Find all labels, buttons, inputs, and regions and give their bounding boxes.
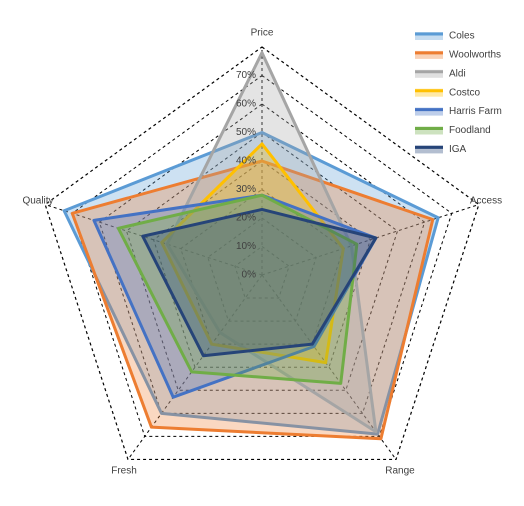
- radar-area: [92, 193, 378, 399]
- grid-ring: [234, 245, 290, 299]
- r-tick-label: 0%: [242, 270, 257, 281]
- r-tick-label: 30%: [236, 184, 256, 195]
- legend-swatch: [415, 50, 443, 59]
- legend-swatch: [415, 145, 443, 154]
- spoke: [127, 274, 263, 460]
- axis-category-label: Price: [251, 28, 274, 39]
- axis-category-label: Quality: [22, 196, 53, 207]
- legend-label: IGA: [449, 144, 467, 155]
- grid-ring: [125, 131, 399, 391]
- r-tick-label: 40%: [236, 156, 256, 167]
- legend-swatch: [415, 107, 443, 116]
- legend-label: Harris Farm: [449, 106, 502, 117]
- r-tick-label: 50%: [236, 127, 256, 138]
- spoke: [261, 274, 397, 460]
- r-tick-label: 10%: [236, 241, 256, 252]
- legend-swatch: [415, 32, 443, 40]
- legend-label: Coles: [449, 31, 475, 42]
- legend-label: Foodland: [449, 125, 491, 136]
- axis-category-label: Access: [470, 196, 502, 207]
- r-tick-label: 60%: [236, 99, 256, 110]
- r-tick-label: 20%: [236, 213, 256, 224]
- radar-frame: [44, 46, 480, 461]
- grid-ring: [207, 217, 317, 322]
- legend-label: Woolworths: [449, 50, 501, 61]
- spoke: [45, 204, 263, 276]
- spoke: [261, 204, 479, 276]
- legend-swatch: [415, 88, 443, 97]
- axis-category-label: Range: [385, 466, 415, 477]
- legend-swatch: [415, 69, 443, 78]
- r-tick-label: 70%: [236, 70, 256, 81]
- legend-swatch: [415, 126, 443, 135]
- grid-ring: [152, 160, 372, 368]
- axis-category-label: Fresh: [111, 466, 137, 477]
- radar-area: [141, 207, 378, 358]
- legend-label: Aldi: [449, 68, 466, 79]
- legend-label: Costco: [449, 87, 481, 98]
- radar-area: [116, 193, 359, 385]
